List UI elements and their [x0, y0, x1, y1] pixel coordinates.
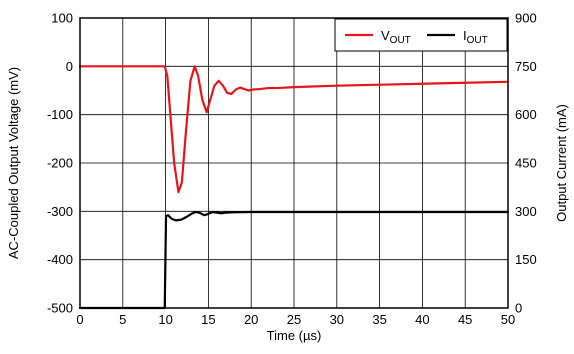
x-tick-label: 20	[244, 312, 258, 327]
y-left-tick-label: -500	[47, 301, 73, 316]
x-tick-label: 0	[76, 312, 83, 327]
legend-label-vout: VOUT	[381, 28, 411, 46]
y-left-tick-label: -100	[47, 107, 73, 122]
y-right-tick-label: 600	[515, 107, 537, 122]
legend: VOUT IOUT	[334, 18, 508, 52]
y-right-tick-label: 450	[515, 156, 537, 171]
y-axis-left-label: AC-Coupled Output Voltage (mV)	[6, 67, 21, 259]
plot-frame	[79, 17, 509, 309]
grid	[80, 18, 508, 308]
y-left-tick-label: -200	[47, 156, 73, 171]
y-right-tick-label: 300	[515, 204, 537, 219]
series-layer	[78, 65, 510, 310]
y-right-tick-label: 750	[515, 59, 537, 74]
x-tick-label: 45	[458, 312, 472, 327]
x-tick-label: 40	[415, 312, 429, 327]
x-tick-label: 35	[372, 312, 386, 327]
tick-layer: 0 5 10 15 20 25 30 35 40 45 50 100 0 -100 -200 -300 -400…	[47, 11, 537, 328]
x-tick-label: 5	[119, 312, 126, 327]
y-axis-right-label: Output Current (mA)	[554, 104, 569, 222]
x-tick-label: 50	[501, 312, 515, 327]
y-left-tick-label: 100	[51, 11, 73, 26]
series-iout	[78, 210, 510, 310]
x-tick-label: 30	[330, 312, 344, 327]
y-right-tick-label: 900	[515, 11, 537, 26]
y-right-tick-label: 150	[515, 252, 537, 267]
x-axis-label: Time (µs)	[267, 328, 322, 343]
series-vout	[78, 65, 510, 194]
legend-label-iout: IOUT	[463, 28, 488, 46]
y-left-tick-label: 0	[66, 59, 73, 74]
y-left-tick-label: -300	[47, 204, 73, 219]
x-tick-label: 25	[287, 312, 301, 327]
y-right-tick-label: 0	[515, 301, 522, 316]
y-left-tick-label: -400	[47, 252, 73, 267]
x-tick-label: 15	[201, 312, 215, 327]
x-tick-label: 10	[158, 312, 172, 327]
